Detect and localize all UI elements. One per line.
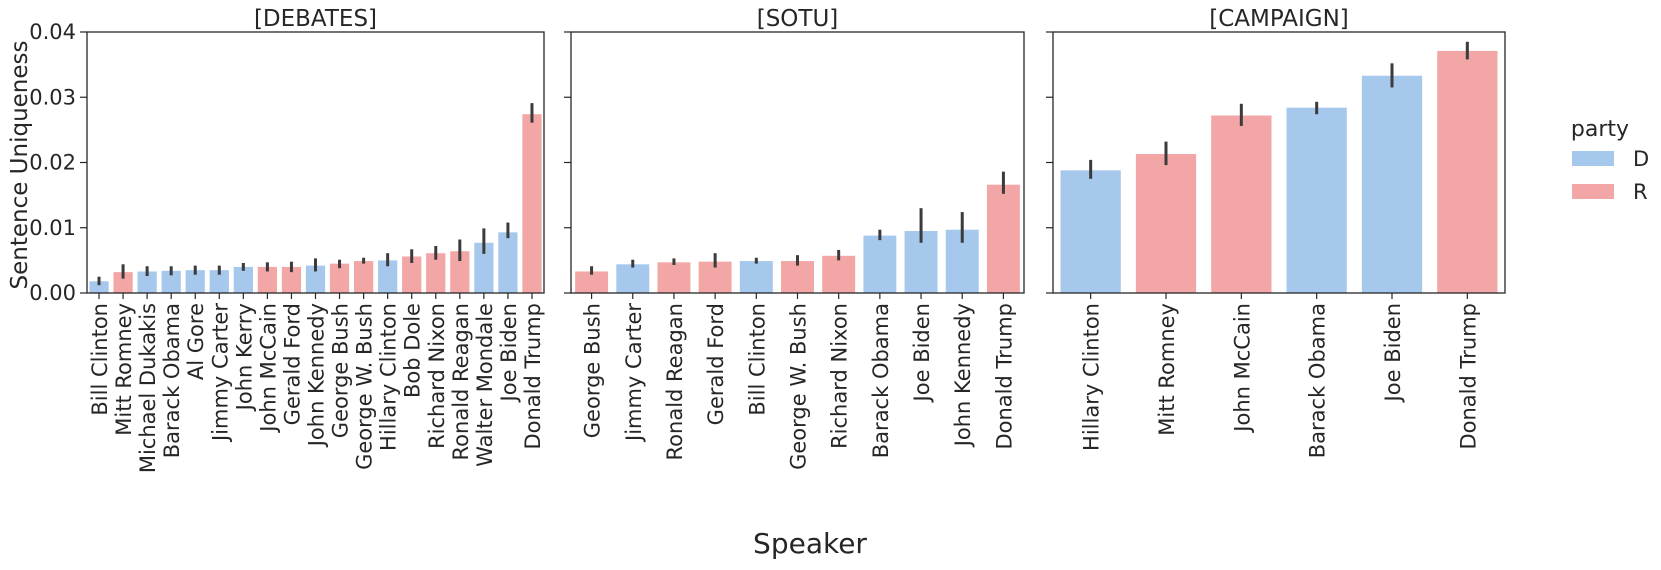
bar-0-18	[522, 114, 542, 294]
x-tick-label: George Bush	[581, 303, 605, 438]
x-tick-label: Barack Obama	[869, 303, 893, 458]
x-tick-label: Barack Obama	[1306, 303, 1330, 458]
panel-title-1: [SOTU]	[757, 6, 839, 32]
bar-0-9	[305, 265, 326, 293]
x-tick-label: Richard Nixon	[425, 303, 449, 449]
bar-0-6	[233, 266, 253, 293]
x-tick-label: Jimmy Carter	[622, 303, 646, 443]
x-tick-label: Al Gore	[184, 303, 208, 380]
x-tick-label: Bill Clinton	[88, 303, 112, 416]
bar-1-10	[986, 184, 1020, 293]
bar-2-1	[1135, 154, 1197, 293]
bar-2-4	[1361, 75, 1423, 293]
x-tick-label: Mitt Romney	[1155, 303, 1179, 436]
x-tick-label: Joe Biden	[910, 303, 934, 403]
bar-0-8	[281, 266, 302, 293]
x-tick-label: John Kennedy	[951, 303, 975, 448]
bar-0-13	[402, 256, 422, 293]
bar-0-2	[137, 271, 157, 293]
x-tick-label: Michael Dukakis	[136, 303, 160, 473]
bar-0-4	[185, 270, 205, 293]
y-tick-label: 0.00	[29, 281, 76, 305]
x-tick-label: John McCain	[256, 303, 280, 434]
bar-0-16	[474, 242, 494, 293]
bar-1-7	[863, 235, 897, 293]
bar-0-17	[498, 232, 518, 293]
x-tick-label: Joe Biden	[497, 303, 521, 403]
x-tick-label: George W. Bush	[787, 303, 811, 470]
bar-0-5	[209, 270, 229, 293]
y-tick-label: 0.04	[29, 20, 76, 44]
panel-title-0: [DEBATES]	[254, 6, 377, 32]
legend-swatch-R	[1572, 184, 1614, 199]
y-tick-label: 0.02	[29, 151, 76, 175]
bar-0-11	[353, 261, 374, 293]
x-tick-label: Richard Nixon	[828, 303, 852, 449]
bar-2-5	[1437, 50, 1498, 293]
x-tick-label: Ronald Reagan	[663, 303, 687, 460]
legend-label-D: D	[1633, 147, 1649, 171]
bar-1-4	[739, 261, 773, 293]
x-tick-label: Walter Mondale	[473, 303, 497, 467]
x-tick-label: John Kerry	[232, 303, 256, 412]
bar-2-2	[1211, 115, 1272, 294]
bar-1-1	[616, 264, 650, 293]
legend-label-R: R	[1633, 180, 1648, 204]
bar-1-0	[575, 271, 609, 293]
bar-0-14	[426, 253, 446, 293]
x-tick-label: Hillary Clinton	[377, 303, 401, 451]
x-tick-label: Gerald Ford	[704, 303, 728, 425]
x-tick-label: Bill Clinton	[745, 303, 769, 416]
bar-2-3	[1286, 107, 1347, 293]
y-tick-label: 0.01	[29, 216, 76, 240]
x-tick-label: Mitt Romney	[112, 303, 136, 436]
x-tick-label: Joe Biden	[1381, 303, 1405, 403]
panel-title-2: [CAMPAIGN]	[1209, 6, 1349, 32]
x-axis-label: Speaker	[753, 527, 867, 560]
bar-2-0	[1060, 170, 1121, 293]
x-tick-label: Donald Trump	[1456, 303, 1480, 450]
bar-0-0	[89, 281, 109, 293]
bar-0-1	[113, 272, 133, 293]
bar-0-15	[450, 251, 470, 293]
bar-0-7	[257, 266, 278, 293]
x-tick-label: John Kennedy	[305, 303, 329, 448]
bar-0-3	[161, 270, 181, 293]
x-tick-label: Ronald Reagan	[449, 303, 473, 460]
x-tick-label: John McCain	[1230, 303, 1254, 434]
x-tick-label: Jimmy Carter	[208, 303, 232, 443]
x-tick-label: George Bush	[329, 303, 353, 438]
legend-title: party	[1571, 117, 1629, 142]
x-tick-label: Gerald Ford	[280, 303, 304, 425]
x-tick-label: Donald Trump	[521, 303, 545, 450]
bar-1-5	[781, 261, 814, 293]
bar-1-6	[822, 255, 856, 293]
legend-swatch-D	[1572, 151, 1614, 166]
bar-1-2	[657, 262, 691, 293]
x-tick-label: Barack Obama	[160, 303, 184, 458]
x-tick-label: George W. Bush	[353, 303, 377, 470]
x-tick-label: Hillary Clinton	[1080, 303, 1104, 451]
x-tick-label: Bob Dole	[401, 303, 425, 398]
y-axis-label: Sentence Uniqueness	[7, 40, 33, 289]
bar-0-10	[329, 263, 350, 293]
y-tick-label: 0.03	[29, 85, 76, 109]
bar-0-12	[378, 260, 398, 294]
x-tick-label: Donald Trump	[992, 303, 1016, 450]
